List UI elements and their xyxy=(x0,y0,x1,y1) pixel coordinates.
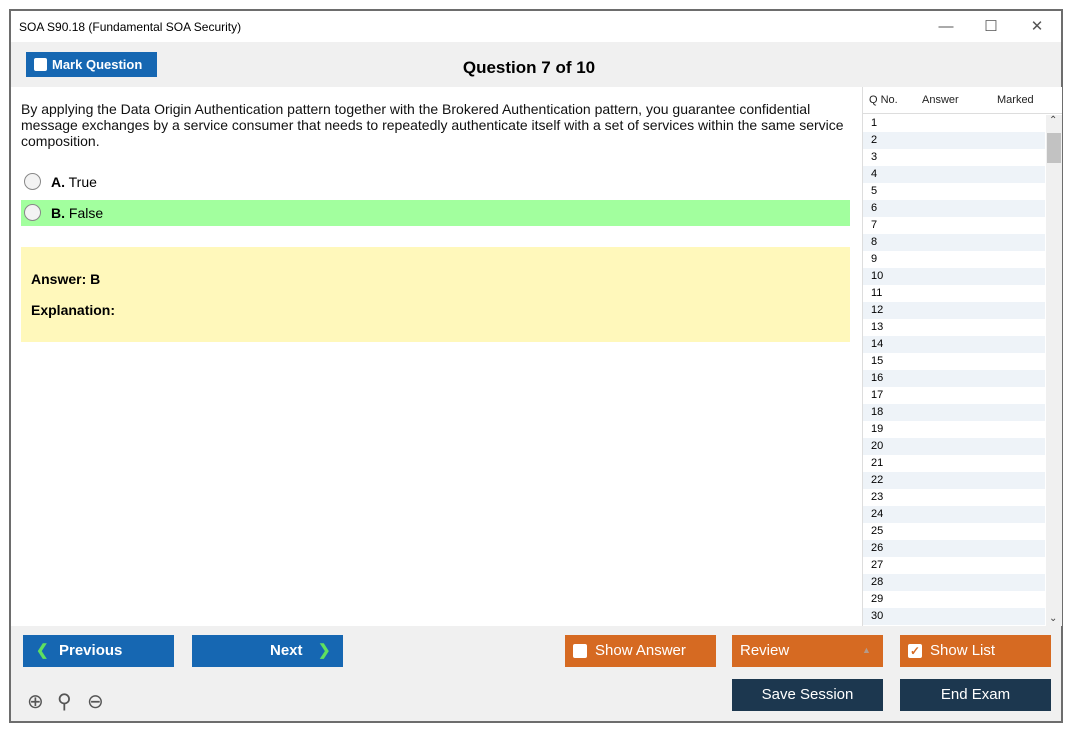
show-list-button[interactable]: ✓ Show List xyxy=(900,635,1051,667)
app-window: SOA S90.18 (Fundamental SOA Security) — … xyxy=(9,9,1063,723)
header-answer: Answer xyxy=(922,94,959,106)
question-text: By applying the Data Origin Authenticati… xyxy=(21,101,844,149)
option-a[interactable]: A. True xyxy=(21,169,850,195)
list-row[interactable]: 10 xyxy=(863,268,1045,285)
list-row[interactable]: 23 xyxy=(871,491,884,503)
list-row[interactable]: 28 xyxy=(863,574,1045,591)
review-dropdown[interactable]: Review ▲ xyxy=(732,635,883,667)
list-row[interactable]: 18 xyxy=(863,404,1045,421)
zoom-reset-icon[interactable]: ⚲ xyxy=(57,691,72,713)
toolbar: Mark Question Question 7 of 10 xyxy=(11,42,1061,87)
checkbox-icon xyxy=(573,644,587,658)
header-marked: Marked xyxy=(997,94,1034,106)
list-row[interactable]: 9 xyxy=(871,253,878,265)
list-row[interactable]: 29 xyxy=(871,593,884,605)
list-row[interactable]: 14 xyxy=(863,336,1045,353)
header-qno: Q No. xyxy=(869,94,898,106)
previous-button[interactable]: ❮ Previous xyxy=(23,635,174,667)
checkbox-checked-icon: ✓ xyxy=(908,644,922,658)
mark-question-button[interactable]: Mark Question xyxy=(26,52,157,77)
list-row[interactable]: 12 xyxy=(863,302,1045,319)
list-row[interactable]: 3 xyxy=(871,151,878,163)
bottom-bar: ❮ Previous Next ❯ Show Answer Review ▲ ✓… xyxy=(11,626,1061,721)
maximize-button[interactable]: ☐ xyxy=(984,18,998,35)
option-letter: B. xyxy=(51,205,65,221)
zoom-in-icon[interactable]: ⊕ xyxy=(27,691,44,713)
option-text: False xyxy=(68,205,104,221)
option-text: True xyxy=(68,174,97,190)
minimize-button[interactable]: — xyxy=(938,18,954,35)
answer-box: Answer: B Explanation: xyxy=(21,247,850,342)
option-b[interactable]: B. False xyxy=(21,200,850,226)
close-button[interactable]: ✕ xyxy=(1030,18,1044,35)
show-list-label: Show List xyxy=(930,642,996,659)
next-button[interactable]: Next ❯ xyxy=(192,635,343,667)
scroll-up-icon[interactable]: ⌃ xyxy=(1049,115,1058,126)
list-row[interactable]: 30 xyxy=(863,608,1045,625)
review-label: Review xyxy=(740,642,790,659)
chevron-left-icon: ❮ xyxy=(36,642,49,659)
question-list-panel: Q No. Answer Marked 1 2 3 4 5 6 7 8 9 10 11 12 13 14 1… xyxy=(862,87,1062,626)
list-row[interactable]: 21 xyxy=(871,457,884,469)
list-header: Q No. Answer Marked xyxy=(863,87,1062,114)
next-label: Next xyxy=(270,642,303,659)
list-row[interactable]: 20 xyxy=(863,438,1045,455)
show-answer-label: Show Answer xyxy=(595,642,686,659)
previous-label: Previous xyxy=(59,642,123,659)
question-area: By applying the Data Origin Authenticati… xyxy=(11,87,861,626)
radio-icon[interactable] xyxy=(24,204,41,221)
window-title: SOA S90.18 (Fundamental SOA Security) xyxy=(19,20,242,34)
option-letter: A. xyxy=(51,174,65,190)
list-row[interactable]: 25 xyxy=(871,525,884,537)
explanation-label: Explanation: xyxy=(31,302,116,318)
save-session-button[interactable]: Save Session xyxy=(732,679,883,711)
list-row[interactable]: 2 xyxy=(863,132,1045,149)
scrollbar[interactable]: ⌃ ⌄ xyxy=(1046,115,1062,626)
list-row[interactable]: 11 xyxy=(871,287,883,299)
list-row[interactable]: 7 xyxy=(871,219,878,231)
list-row[interactable]: 26 xyxy=(863,540,1045,557)
list-row[interactable]: 16 xyxy=(863,370,1045,387)
end-exam-button[interactable]: End Exam xyxy=(900,679,1051,711)
scroll-down-icon[interactable]: ⌄ xyxy=(1049,613,1058,624)
mark-question-label: Mark Question xyxy=(52,57,143,72)
chevron-right-icon: ❯ xyxy=(318,642,331,659)
list-row[interactable]: 6 xyxy=(863,200,1045,217)
scrollbar-thumb[interactable] xyxy=(1047,133,1061,163)
title-bar: SOA S90.18 (Fundamental SOA Security) — … xyxy=(11,11,1061,42)
list-row[interactable]: 19 xyxy=(871,423,884,435)
show-answer-button[interactable]: Show Answer xyxy=(565,635,716,667)
list-row[interactable]: 8 xyxy=(863,234,1045,251)
radio-icon[interactable] xyxy=(24,173,41,190)
list-row[interactable]: 17 xyxy=(871,389,884,401)
zoom-out-icon[interactable]: ⊖ xyxy=(87,691,104,713)
list-row[interactable]: 4 xyxy=(863,166,1045,183)
list-row[interactable]: 27 xyxy=(871,559,884,571)
list-row[interactable]: 22 xyxy=(863,472,1045,489)
question-title: Question 7 of 10 xyxy=(462,58,596,77)
answer-text: Answer: B xyxy=(31,271,101,287)
checkbox-icon xyxy=(34,58,47,71)
list-row[interactable]: 15 xyxy=(871,355,884,367)
list-row[interactable]: 13 xyxy=(871,321,884,333)
list-row[interactable]: 1 xyxy=(871,117,878,129)
question-list: 1 2 3 4 5 6 7 8 9 10 11 12 13 14 15 16 17 18 19 20 21 22 23 24 2… xyxy=(863,115,1045,625)
list-row[interactable]: 24 xyxy=(863,506,1045,523)
list-row[interactable]: 5 xyxy=(871,185,878,197)
triangle-up-icon: ▲ xyxy=(862,645,871,655)
